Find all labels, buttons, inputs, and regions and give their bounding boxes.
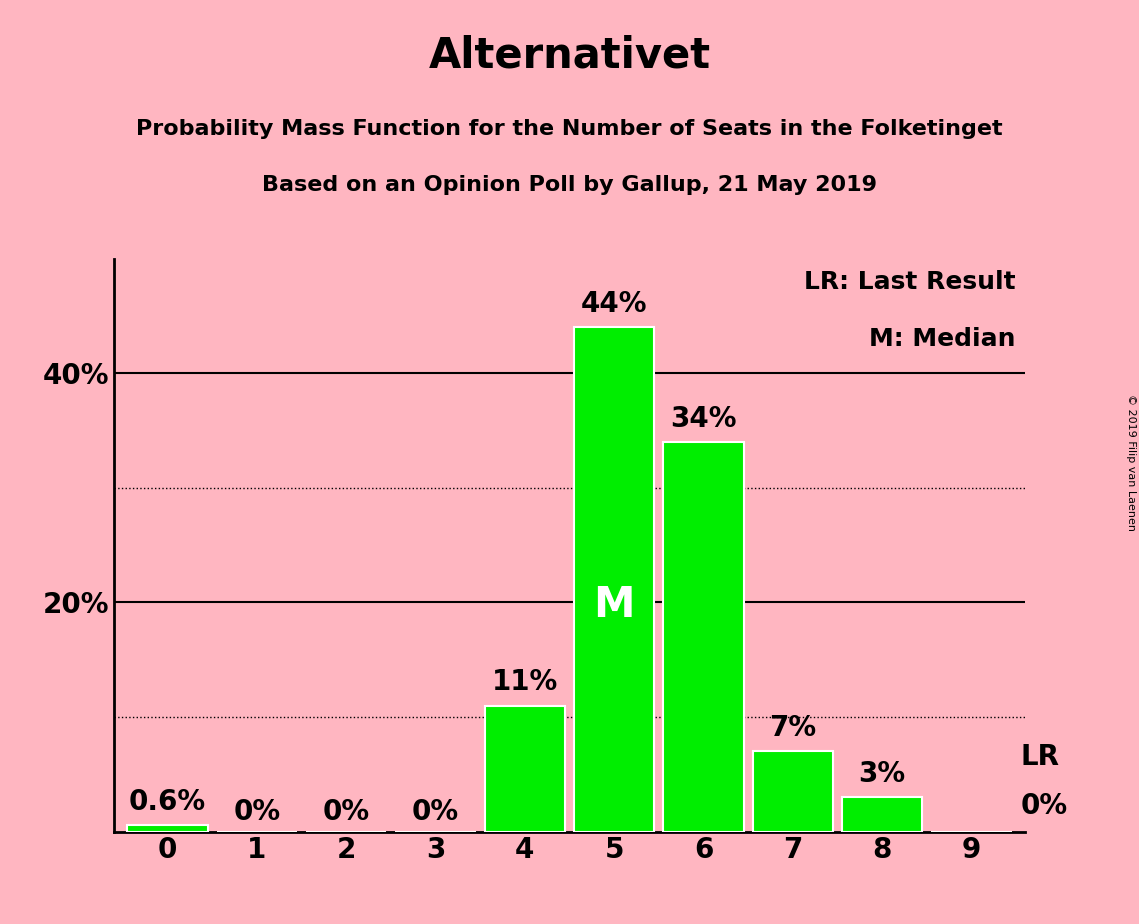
- Text: Alternativet: Alternativet: [428, 34, 711, 77]
- Text: 0%: 0%: [412, 797, 459, 826]
- Text: 11%: 11%: [492, 668, 558, 697]
- Text: 44%: 44%: [581, 290, 647, 318]
- Text: Based on an Opinion Poll by Gallup, 21 May 2019: Based on an Opinion Poll by Gallup, 21 M…: [262, 175, 877, 195]
- Text: 3%: 3%: [859, 760, 906, 788]
- Bar: [663, 442, 744, 832]
- Bar: [484, 706, 565, 832]
- Text: 0.6%: 0.6%: [129, 787, 206, 816]
- Bar: [753, 751, 833, 832]
- Text: 0%: 0%: [233, 797, 280, 826]
- Text: M: Median: M: Median: [869, 327, 1016, 351]
- Text: 7%: 7%: [769, 714, 817, 742]
- Text: © 2019 Filip van Laenen: © 2019 Filip van Laenen: [1126, 394, 1136, 530]
- Text: 0%: 0%: [322, 797, 370, 826]
- Bar: [842, 797, 923, 832]
- Text: 34%: 34%: [670, 405, 737, 432]
- Bar: [574, 327, 655, 832]
- Text: 0%: 0%: [1021, 792, 1067, 821]
- Text: Probability Mass Function for the Number of Seats in the Folketinget: Probability Mass Function for the Number…: [137, 119, 1002, 140]
- Text: M: M: [593, 584, 634, 626]
- Text: LR: Last Result: LR: Last Result: [804, 270, 1016, 294]
- Bar: [128, 825, 207, 832]
- Text: LR: LR: [1021, 743, 1059, 772]
